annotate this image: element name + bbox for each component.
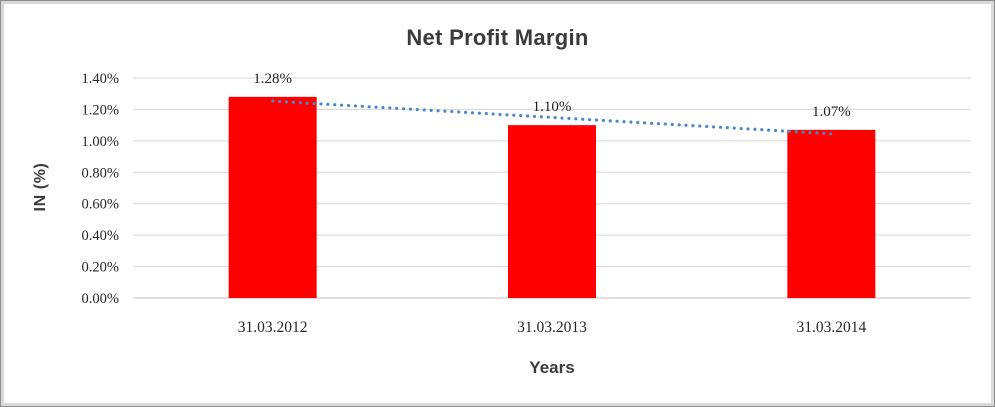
x-axis-title: Years (529, 358, 575, 377)
y-tick-label: 0.60% (82, 197, 119, 213)
bar-value-label: 1.07% (812, 104, 851, 120)
y-tick-label: 0.80% (82, 165, 119, 181)
bar (228, 96, 317, 298)
y-tick-label: 0.00% (82, 291, 119, 307)
y-tick-label: 1.40% (82, 71, 119, 87)
y-tick-label: 0.20% (82, 260, 119, 276)
bar-value-label: 1.10% (533, 99, 572, 115)
bar (508, 125, 596, 299)
y-tick-label: 0.40% (82, 228, 119, 244)
x-tick-label: 31.03.2014 (796, 319, 866, 336)
y-tick-label: 1.00% (82, 134, 119, 150)
bar-value-label: 1.28% (253, 71, 292, 87)
chart-title: Net Profit Margin (406, 25, 589, 50)
bar (787, 129, 876, 298)
x-tick-label: 31.03.2013 (517, 319, 587, 336)
y-tick-label: 1.20% (82, 102, 119, 118)
x-tick-label: 31.03.2012 (238, 319, 308, 336)
